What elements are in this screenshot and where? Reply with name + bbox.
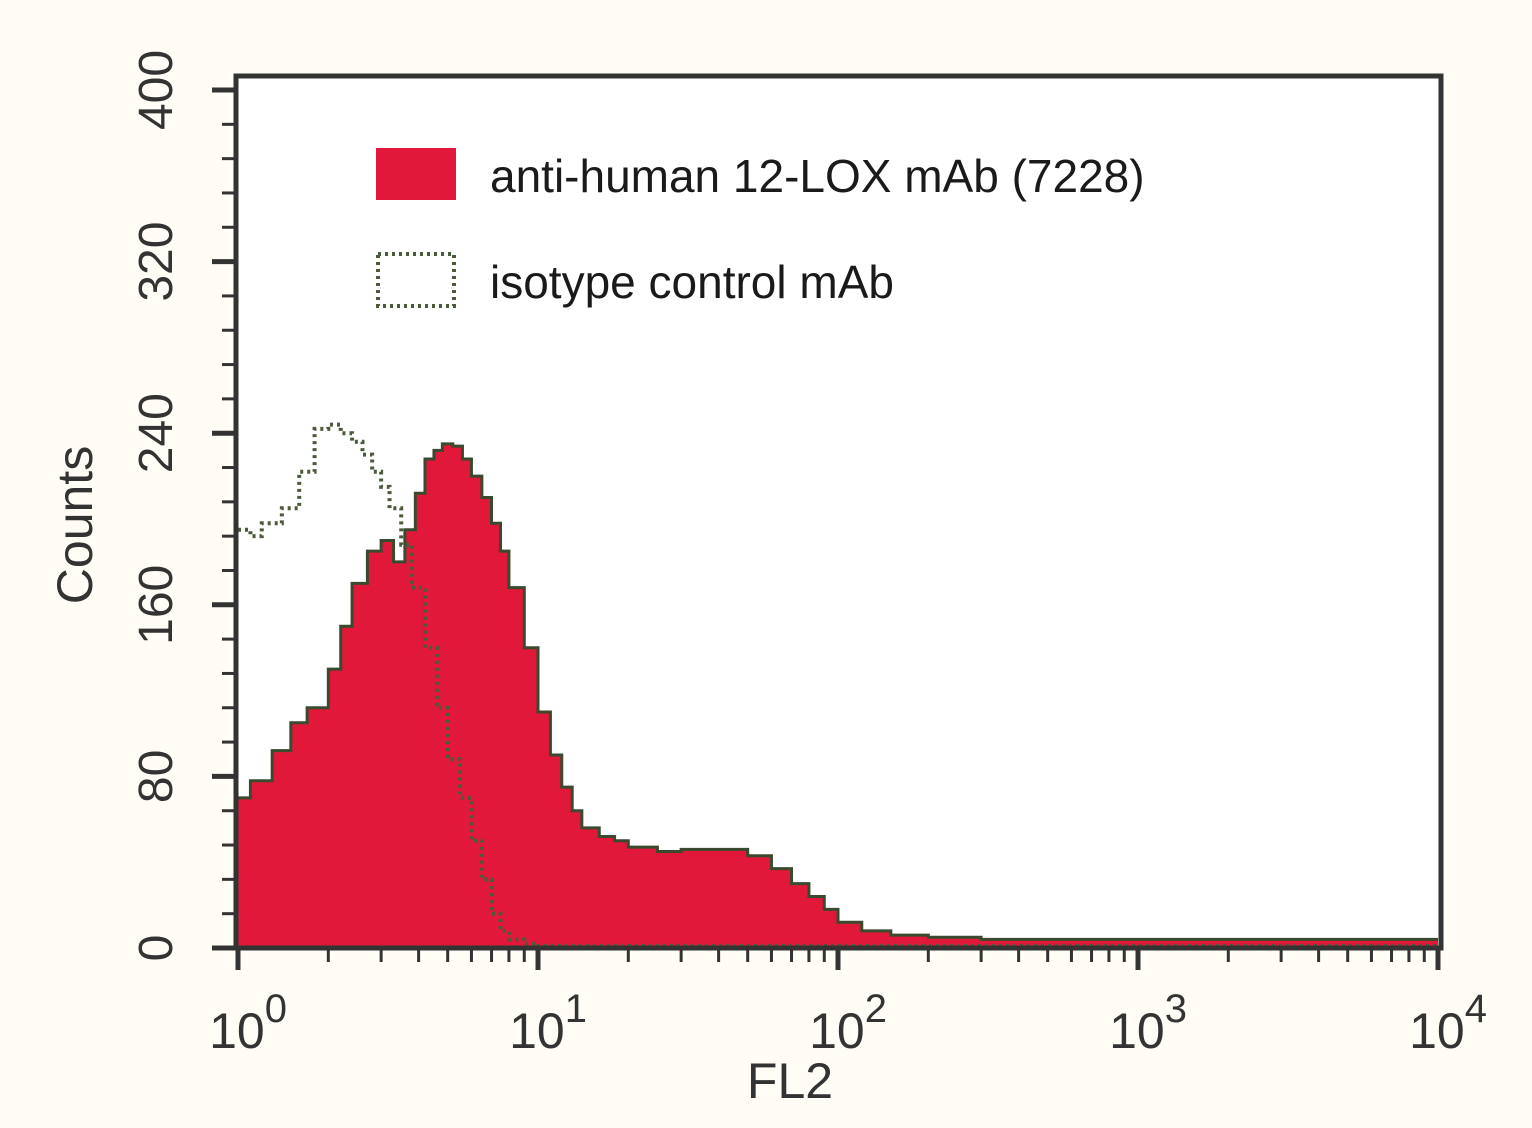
y-tick-label-5: 400 [130, 50, 183, 130]
plot-frame [233, 73, 1444, 951]
legend-swatch-12lox [376, 148, 456, 200]
x-tick-label-2: 102 [809, 987, 887, 1059]
x-tick-label-0: 100 [209, 987, 287, 1059]
legend-label-isotype: isotype control mAb [490, 256, 894, 308]
legend-label-12lox: anti-human 12-LOX mAb (7228) [490, 150, 1145, 202]
series-outline-12lox [238, 442, 1438, 941]
x-tick-label-4: 104 [1409, 987, 1487, 1059]
y-axis-title: Counts [47, 446, 103, 604]
y-tick-label-1: 80 [130, 750, 183, 803]
y-tick-label-4: 320 [130, 222, 183, 302]
x-axis-title: FL2 [747, 1053, 833, 1109]
axes-layer: 100 101 102 103 104 0 80 160 240 320 400 [130, 50, 1487, 1059]
x-tick-label-1: 101 [509, 987, 587, 1059]
legend: anti-human 12-LOX mAb (7228) isotype cont… [376, 148, 1145, 308]
series-fill-12lox [238, 443, 1438, 948]
y-tick-label-2: 160 [130, 565, 183, 645]
y-tick-label-3: 240 [130, 393, 183, 473]
x-tick-label-3: 103 [1109, 987, 1187, 1059]
y-tick-label-0: 0 [130, 935, 183, 962]
legend-swatch-isotype [376, 252, 456, 308]
